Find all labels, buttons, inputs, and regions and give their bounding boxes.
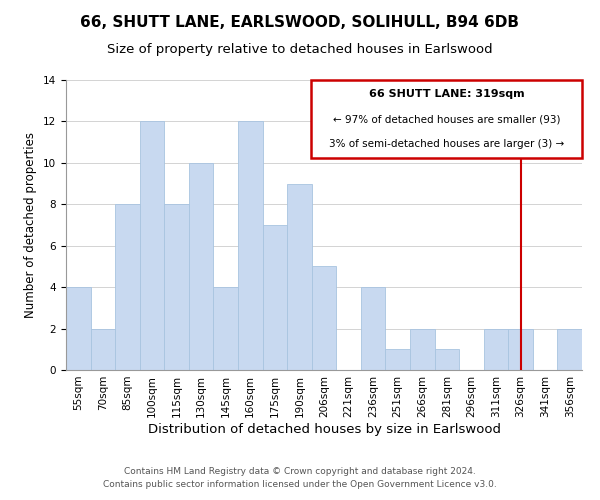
Bar (189, 163, 214, 370)
Bar (263, 225, 287, 370)
Bar (115, 204, 140, 370)
Bar (557, 328, 582, 370)
Bar (484, 328, 508, 370)
Y-axis label: Number of detached properties: Number of detached properties (25, 132, 37, 318)
Bar (385, 350, 410, 370)
Text: 3% of semi-detached houses are larger (3) →: 3% of semi-detached houses are larger (3… (329, 139, 564, 149)
Text: Contains public sector information licensed under the Open Government Licence v3: Contains public sector information licen… (103, 480, 497, 489)
X-axis label: Distribution of detached houses by size in Earlswood: Distribution of detached houses by size … (148, 422, 500, 436)
Text: Size of property relative to detached houses in Earlswood: Size of property relative to detached ho… (107, 42, 493, 56)
Bar (434, 350, 459, 370)
Bar (410, 328, 434, 370)
Text: Contains HM Land Registry data © Crown copyright and database right 2024.: Contains HM Land Registry data © Crown c… (124, 467, 476, 476)
Bar (238, 122, 263, 370)
Bar (312, 266, 336, 370)
Text: 66, SHUTT LANE, EARLSWOOD, SOLIHULL, B94 6DB: 66, SHUTT LANE, EARLSWOOD, SOLIHULL, B94… (80, 15, 520, 30)
Bar (91, 328, 115, 370)
Bar (508, 328, 533, 370)
Text: 66 SHUTT LANE: 319sqm: 66 SHUTT LANE: 319sqm (369, 89, 524, 99)
Text: ← 97% of detached houses are smaller (93): ← 97% of detached houses are smaller (93… (333, 114, 560, 124)
Bar (164, 204, 189, 370)
Bar (287, 184, 312, 370)
Bar (361, 287, 385, 370)
Bar (140, 122, 164, 370)
Bar (214, 287, 238, 370)
Bar (66, 287, 91, 370)
FancyBboxPatch shape (311, 80, 582, 158)
